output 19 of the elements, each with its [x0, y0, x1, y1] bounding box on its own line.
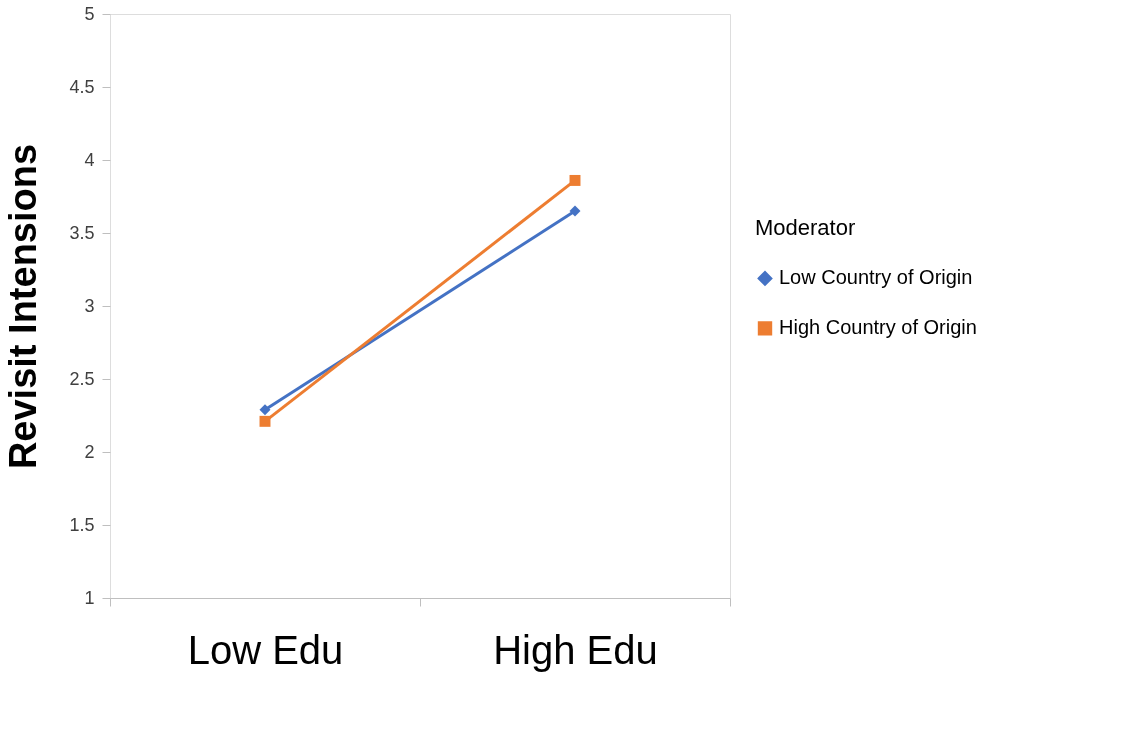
- y-tick-label: 1: [84, 587, 95, 608]
- y-tick-label: 2.5: [69, 368, 95, 389]
- point: [259, 404, 271, 416]
- y-tick-label: 3: [84, 295, 95, 316]
- legend-title: Moderator: [755, 215, 856, 241]
- y-tick-label: 5: [84, 3, 95, 24]
- point: [259, 415, 271, 427]
- point: [569, 174, 581, 186]
- x-tick-label: Low Edu: [187, 627, 344, 672]
- legend-label: Low Country of Origin: [779, 266, 973, 289]
- y-tick-label: 4: [84, 149, 95, 170]
- y-tick-label: 3.5: [69, 222, 95, 243]
- y-tick-label: 4.5: [69, 76, 95, 97]
- y-tick-label: 2: [84, 441, 95, 462]
- legend-label: High Country of Origin: [779, 316, 977, 339]
- x-tick-label: High Edu: [493, 627, 658, 672]
- y-tick-label: 1.5: [69, 514, 95, 535]
- point: [569, 205, 581, 217]
- y-axis-title: Revisit Intensions: [2, 143, 45, 470]
